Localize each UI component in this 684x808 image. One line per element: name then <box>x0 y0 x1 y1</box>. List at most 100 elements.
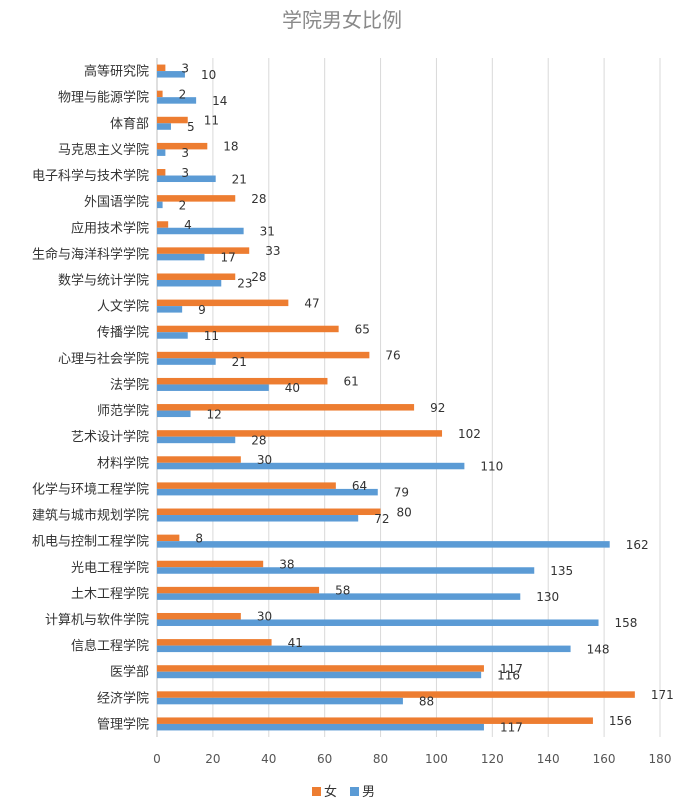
category-label: 外国语学院 <box>84 194 149 210</box>
x-tick-label: 20 <box>205 752 220 766</box>
data-label-female: 11 <box>204 114 219 128</box>
bar-female <box>157 534 180 542</box>
data-label-female: 2 <box>179 87 187 101</box>
data-label-female: 8 <box>195 531 203 545</box>
category-label: 艺术设计学院 <box>71 429 149 445</box>
data-label-female: 28 <box>251 270 266 284</box>
category-label: 体育部 <box>110 116 149 132</box>
category-label: 信息工程学院 <box>71 638 149 654</box>
data-label-female: 4 <box>184 218 192 232</box>
category-label: 光电工程学院 <box>71 560 149 576</box>
data-label-female: 30 <box>257 610 272 624</box>
bar-female <box>157 247 250 254</box>
bar-female <box>157 691 635 698</box>
x-tick-label: 100 <box>425 752 448 766</box>
x-tick-label: 140 <box>537 752 560 766</box>
category-labels: 高等研究院物理与能源学院体育部马克思主义学院电子科学与技术学院外国语学院应用技术… <box>32 64 149 733</box>
data-label-female: 64 <box>352 479 367 493</box>
data-label-female: 80 <box>397 505 412 519</box>
data-label-male: 116 <box>497 668 520 682</box>
bar-male <box>157 619 599 626</box>
x-tick-label: 80 <box>373 752 388 766</box>
data-label-female: 61 <box>343 375 358 389</box>
data-label-male: 2 <box>179 198 187 212</box>
category-label: 应用技术学院 <box>71 220 149 236</box>
data-label-female: 47 <box>304 296 319 310</box>
bar-female <box>157 299 289 307</box>
data-label-male: 117 <box>500 721 523 735</box>
bar-male <box>157 71 185 78</box>
data-label-male: 10 <box>201 68 216 82</box>
data-label-male: 23 <box>237 277 252 291</box>
bar-male <box>157 332 188 339</box>
bar-female <box>157 560 264 568</box>
data-label-female: 171 <box>651 688 674 702</box>
data-label-female: 18 <box>223 140 238 154</box>
bar-male <box>157 175 216 183</box>
data-label-male: 5 <box>187 120 195 134</box>
bar-male <box>157 149 166 156</box>
data-label-female: 28 <box>251 192 266 206</box>
bar-male <box>157 201 163 209</box>
bar-male <box>157 227 244 235</box>
category-label: 物理与能源学院 <box>58 90 149 106</box>
bar-male <box>157 488 378 496</box>
data-label-male: 110 <box>480 460 503 474</box>
bar-female <box>157 273 236 280</box>
bar-male <box>157 358 216 365</box>
data-label-female: 156 <box>609 714 632 728</box>
category-label: 生命与海洋科学学院 <box>32 246 149 262</box>
bars <box>157 64 635 731</box>
bar-male <box>157 436 236 444</box>
legend: 女男 <box>312 784 375 800</box>
legend-label-male: 男 <box>362 785 375 800</box>
bar-female <box>157 116 188 124</box>
bar-female <box>157 586 320 594</box>
bar-female <box>157 221 169 228</box>
data-label-male: 17 <box>221 251 236 265</box>
data-label-male: 11 <box>204 329 219 343</box>
data-label-male: 158 <box>615 616 638 630</box>
data-label-male: 148 <box>587 642 610 656</box>
bar-female <box>157 456 241 463</box>
data-label-male: 21 <box>232 355 247 369</box>
category-label: 土木工程学院 <box>71 586 149 602</box>
data-label-female: 3 <box>181 61 189 75</box>
data-label-male: 40 <box>285 381 300 395</box>
bar-female <box>157 430 443 437</box>
bar-female <box>157 508 381 516</box>
bar-male <box>157 410 191 418</box>
data-label-female: 38 <box>279 558 294 572</box>
legend-label-female: 女 <box>324 784 337 800</box>
category-label: 管理学院 <box>97 716 149 732</box>
bar-female <box>157 482 336 489</box>
category-label: 化学与环境工程学院 <box>32 481 149 497</box>
category-label: 师范学院 <box>97 403 149 419</box>
bar-male <box>157 567 535 574</box>
data-label-male: 9 <box>198 303 206 317</box>
bar-female <box>157 351 370 359</box>
bar-male <box>157 462 465 470</box>
x-tick-label: 180 <box>649 752 672 766</box>
x-tick-label: 0 <box>153 752 161 766</box>
bar-female <box>157 612 241 620</box>
data-label-female: 65 <box>355 322 370 336</box>
bar-male <box>157 253 205 261</box>
data-label-male: 31 <box>260 225 275 239</box>
data-label-female: 92 <box>430 401 445 415</box>
data-label-female: 117 <box>500 662 523 676</box>
bar-male <box>157 645 571 653</box>
category-label: 人文学院 <box>97 299 149 315</box>
legend-swatch-male <box>350 787 359 796</box>
category-label: 马克思主义学院 <box>58 142 149 158</box>
bar-male <box>157 123 171 130</box>
data-label-female: 30 <box>257 453 272 467</box>
category-label: 计算机与软件学院 <box>45 612 149 628</box>
data-label-male: 162 <box>626 538 649 552</box>
data-label-male: 12 <box>207 407 222 421</box>
data-label-female: 102 <box>458 427 481 441</box>
bar-female <box>157 639 272 646</box>
bar-male <box>157 384 269 391</box>
